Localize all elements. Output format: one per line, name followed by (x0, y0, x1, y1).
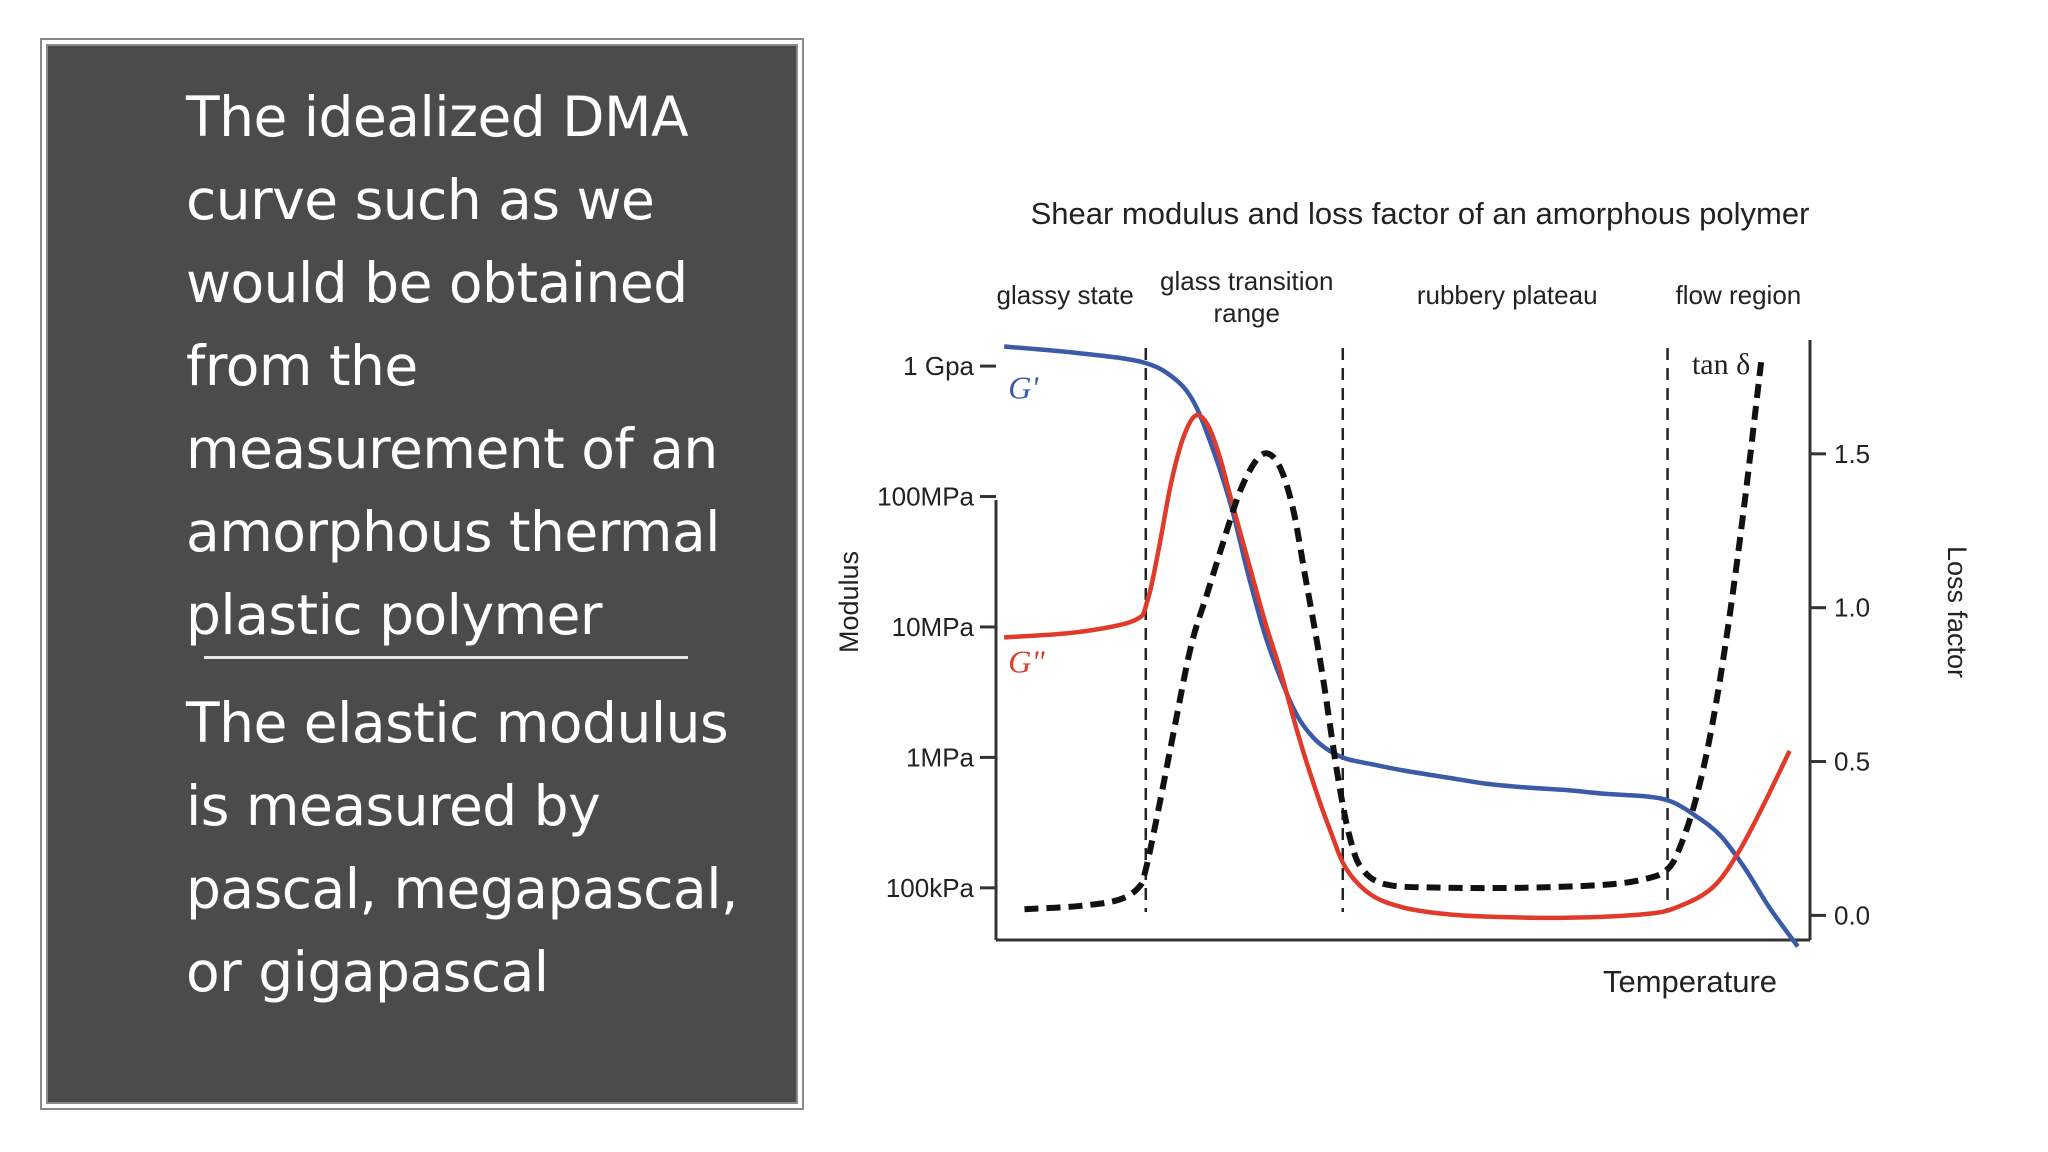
y-tick-label: 100MPa (877, 482, 974, 512)
y2-axis-label: Loss factor (1942, 546, 1972, 678)
text-line: curve such as we (186, 168, 655, 232)
divider-line (204, 656, 688, 659)
dma-chart: Shear modulus and loss factor of an amor… (834, 196, 1972, 999)
text-line: pascal, megapascal, (186, 857, 738, 921)
region-label: flow region (1676, 280, 1802, 310)
g-double-prime-label: G" (1008, 644, 1045, 680)
g-prime-line (1003, 344, 1800, 948)
y2-tick-label: 1.0 (1834, 593, 1870, 623)
tan-delta-label: tan δ (1692, 348, 1750, 381)
region-boundaries (1144, 348, 1669, 912)
text-line: from the (186, 334, 418, 398)
y-tick-label: 1 Gpa (903, 351, 974, 381)
y2-tick-label: 0.5 (1834, 747, 1870, 777)
text-line: or gigapascal (186, 940, 549, 1004)
region-label: range (1213, 298, 1280, 328)
series-lines (1003, 344, 1800, 948)
y-tick-label: 10MPa (892, 612, 975, 642)
y-tick-label: 1MPa (906, 742, 974, 772)
text-line: amorphous thermal (186, 500, 720, 564)
y-axis-label: Modulus (834, 551, 864, 653)
text-panel: The idealized DMA curve such as we would b… (40, 38, 804, 1110)
text-line: measurement of an (186, 417, 718, 481)
unit-paragraph: The elastic modulus is measured by pascal,… (186, 682, 786, 1014)
region-label: glass transition (1160, 266, 1333, 296)
text-line: The elastic modulus (186, 691, 729, 755)
y-tick-label: 100kPa (886, 873, 975, 903)
tan-delta-line (1024, 361, 1765, 913)
g-prime-label: G' (1008, 370, 1039, 406)
region-label: glassy state (997, 280, 1134, 310)
x-axis-label: Temperature (1603, 964, 1777, 999)
chart-title: Shear modulus and loss factor of an amor… (1031, 196, 1810, 231)
description-paragraph: The idealized DMA curve such as we would b… (186, 76, 786, 657)
y2-tick-label: 1.5 (1834, 439, 1870, 469)
g-double-prime-line (1003, 412, 1792, 921)
y2-tick-label: 0.0 (1834, 900, 1870, 930)
region-label: rubbery plateau (1417, 280, 1598, 310)
axes: 1 Gpa 100MPa 10MPa 1MPa 100kPa 1.5 1.0 0.5 0.0 (877, 340, 1870, 942)
text-line: The idealized DMA (186, 85, 689, 149)
text-line: plastic polymer (186, 583, 603, 647)
text-line: would be obtained (186, 251, 688, 315)
series-labels: G' G" tan δ (1008, 348, 1750, 680)
text-line: is measured by (186, 774, 601, 838)
